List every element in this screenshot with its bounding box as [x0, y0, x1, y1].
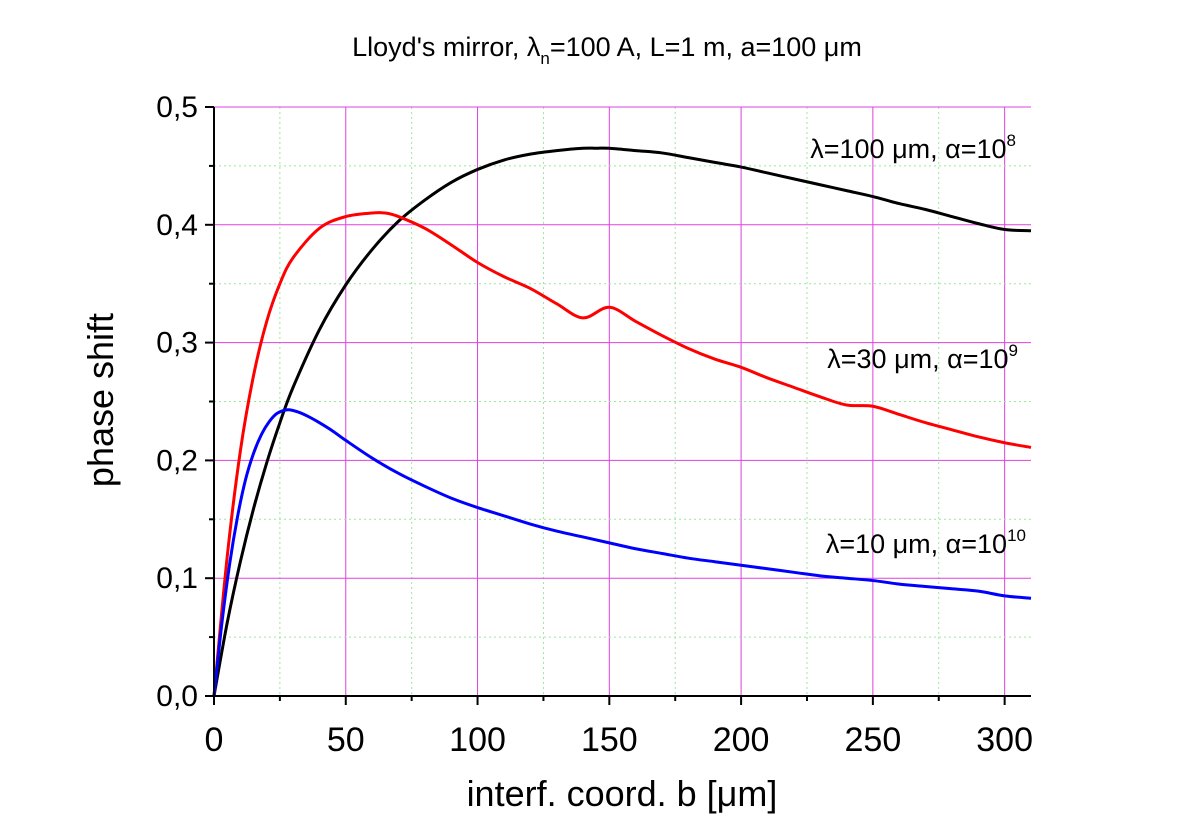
x-axis-label: interf. coord. b [μm]: [467, 773, 778, 814]
y-tick-label-0: 0,0: [156, 680, 198, 713]
x-tick-label-2: 100: [449, 721, 506, 759]
x-tick-label-4: 200: [713, 721, 770, 759]
y-tick-label-1: 0,1: [156, 562, 198, 595]
series-label-lambda-100: λ=100 μm, α=108: [810, 131, 1016, 164]
series-lines: [212, 146, 1032, 697]
y-tick-label-2: 0,2: [156, 444, 198, 477]
plot-frame: [214, 107, 1031, 696]
x-tick-label-0: 0: [205, 721, 224, 759]
y-tick-labels: 0,0 0,1 0,2 0,3 0,4 0,5: [156, 91, 198, 713]
series-line-2: [212, 408, 1032, 697]
series-line-1: [212, 211, 1032, 697]
series-label-lambda-10: λ=10 μm, α=1010: [826, 526, 1026, 559]
x-tick-label-5: 250: [845, 721, 902, 759]
y-tick-label-3: 0,3: [156, 327, 198, 360]
y-tick-label-5: 0,5: [156, 91, 198, 124]
x-tick-label-6: 300: [976, 721, 1033, 759]
y-axis-label: phase shift: [80, 313, 121, 487]
series-label-lambda-30: λ=30 μm, α=109: [827, 341, 1018, 374]
x-tick-labels: 0 50 100 150 200 250 300: [205, 721, 1033, 759]
x-tick-label-3: 150: [581, 721, 638, 759]
y-tick-label-4: 0,4: [156, 209, 198, 242]
chart-title: Lloyd's mirror, λn=100 A, L=1 m, a=100 μ…: [352, 32, 862, 68]
grid: [214, 106, 1031, 696]
axis-ticks: [205, 106, 1006, 705]
series-line-0: [212, 146, 1032, 697]
x-tick-label-1: 50: [327, 721, 365, 759]
